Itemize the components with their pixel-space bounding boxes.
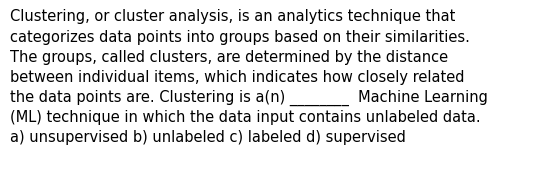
Text: Clustering, or cluster analysis, is an analytics technique that: Clustering, or cluster analysis, is an a… bbox=[10, 9, 455, 24]
Text: (ML) technique in which the data input contains unlabeled data.: (ML) technique in which the data input c… bbox=[10, 110, 480, 125]
Text: between individual items, which indicates how closely related: between individual items, which indicate… bbox=[10, 70, 465, 85]
Text: categorizes data points into groups based on their similarities.: categorizes data points into groups base… bbox=[10, 30, 470, 45]
Text: The groups, called clusters, are determined by the distance: The groups, called clusters, are determi… bbox=[10, 50, 448, 65]
Text: the data points are. Clustering is a(n) ________  Machine Learning: the data points are. Clustering is a(n) … bbox=[10, 90, 488, 106]
Text: a) unsupervised b) unlabeled c) labeled d) supervised: a) unsupervised b) unlabeled c) labeled … bbox=[10, 130, 406, 145]
